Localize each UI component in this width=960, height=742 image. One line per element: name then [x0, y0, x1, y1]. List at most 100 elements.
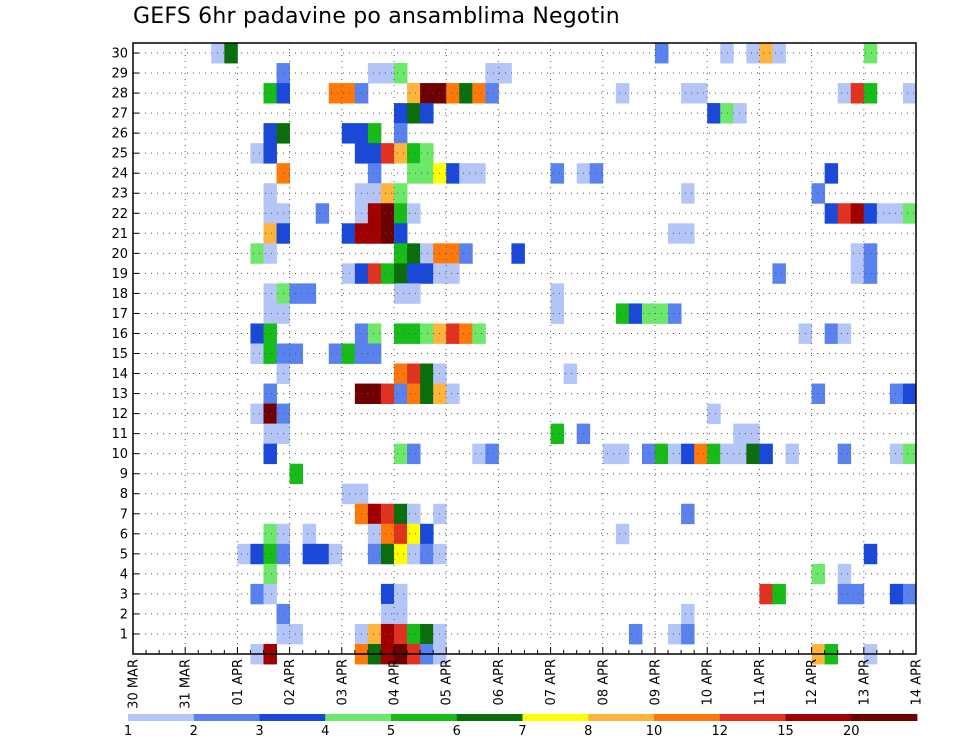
heatmap-cell: [668, 623, 682, 645]
heatmap-cell: [837, 203, 852, 224]
y-tick-label: 4: [120, 567, 128, 582]
heatmap-cell: [250, 583, 264, 605]
heatmap-cell: [824, 163, 839, 184]
y-tick-label: 27: [111, 107, 128, 122]
heatmap-cell: [681, 443, 695, 465]
heatmap-cell: [367, 63, 382, 84]
y-tick-label: 1: [120, 627, 128, 642]
colorbar-swatch: [193, 714, 260, 721]
y-tick-label: 7: [120, 507, 128, 522]
heatmap-cell: [367, 523, 382, 545]
heatmap-cell: [380, 603, 395, 625]
colorbar-swatch: [654, 714, 721, 721]
colorbar: 1 2 3 4 5 6 7 8 10 12 15 20: [124, 714, 918, 739]
heatmap-cell: [250, 243, 264, 264]
colorbar-label: 15: [777, 724, 794, 739]
heatmap-cell: [407, 143, 421, 164]
heatmap-cell: [394, 183, 408, 204]
heatmap-cell: [341, 263, 356, 284]
heatmap-cell: [394, 203, 408, 224]
heatmap-cell: [407, 243, 421, 264]
heatmap-cell: [367, 503, 382, 525]
heatmap-cell: [707, 103, 721, 124]
heatmap-cell: [315, 203, 330, 224]
heatmap-cell: [367, 623, 382, 645]
colorbar-label: 6: [453, 724, 461, 739]
y-tick-label: 11: [111, 427, 128, 442]
y-tick-label: 18: [111, 287, 128, 302]
heatmap-cell: [759, 583, 773, 605]
x-tick-label: 07 APR: [544, 659, 559, 705]
heatmap-cell: [407, 363, 421, 384]
heatmap-cell: [628, 303, 643, 324]
colorbar-label: 7: [518, 724, 526, 739]
heatmap-cell: [902, 383, 917, 404]
heatmap-cell: [707, 443, 721, 465]
heatmap-cell: [420, 103, 434, 124]
heatmap-cell: [380, 383, 395, 404]
y-tick-label: 21: [111, 227, 128, 242]
heatmap-cell: [341, 343, 356, 364]
heatmap-cell: [420, 83, 434, 104]
colorbar-label: 8: [584, 724, 592, 739]
heatmap-cell: [367, 343, 382, 364]
heatmap-cell: [263, 203, 277, 224]
x-tick-label: 10 APR: [701, 659, 716, 705]
heatmap-cell: [250, 403, 264, 425]
y-tick-label: 20: [111, 247, 128, 262]
heatmap-cell: [394, 363, 408, 384]
x-tick-label: 31 MAR: [179, 659, 194, 709]
heatmap-cell: [837, 583, 852, 605]
heatmap-cell: [341, 83, 356, 104]
heatmap-cell: [315, 543, 330, 565]
y-tick-label: 19: [111, 267, 128, 282]
heatmap-cell: [446, 243, 460, 264]
heatmap-cell: [837, 443, 852, 465]
heatmap-cell: [420, 143, 434, 164]
x-tick-label: 14 APR: [910, 659, 925, 705]
heatmap-cell: [641, 303, 656, 324]
heatmap-cell: [420, 163, 434, 184]
heatmap-cell: [889, 203, 904, 224]
x-tick-label: 01 APR: [231, 659, 246, 705]
heatmap-cell: [772, 43, 786, 64]
heatmap-cell: [811, 183, 826, 204]
heatmap-cell: [733, 423, 747, 445]
colorbar-label: 3: [255, 724, 263, 739]
x-axis: 30 MAR 31 MAR 01 APR 02 APR 03 APR 04 APR 05 A…: [127, 647, 925, 709]
heatmap-cell: [420, 383, 434, 404]
heatmap-cell: [289, 283, 304, 304]
heatmap-cell: [733, 103, 747, 124]
heatmap-cell: [407, 523, 421, 545]
heatmap-cell: [837, 323, 852, 344]
heatmap-cell: [759, 43, 773, 64]
heatmap-cell: [472, 443, 486, 465]
heatmap-cell: [367, 383, 382, 404]
heatmap-cell: [863, 43, 878, 64]
heatmap-cell: [824, 203, 839, 224]
heatmap-cell: [889, 443, 904, 465]
heatmap-cell: [720, 103, 734, 124]
heatmap-cell: [785, 443, 799, 465]
colorbar-label: 10: [646, 724, 663, 739]
y-tick-label: 14: [111, 367, 128, 382]
heatmap-cell: [263, 123, 277, 144]
heatmap-cell: [707, 403, 721, 425]
y-tick-label: 30: [111, 47, 128, 62]
heatmap-cell: [485, 63, 499, 84]
heatmap-cell: [446, 83, 460, 104]
heatmap-cell: [263, 403, 277, 425]
colorbar-swatch: [456, 714, 523, 721]
heatmap-cell: [459, 243, 473, 264]
heatmap-cell: [367, 123, 382, 144]
heatmap-cell: [302, 523, 317, 545]
heatmap-cell: [263, 223, 277, 244]
heatmap-cell: [511, 243, 525, 264]
heatmap-cell: [668, 443, 682, 465]
heatmap-cell: [250, 323, 264, 344]
heatmap-cell: [694, 83, 708, 104]
heatmap-cell: [759, 443, 773, 465]
y-tick-label: 12: [111, 407, 128, 422]
heatmap-cell: [615, 443, 630, 465]
heatmap-cell: [394, 523, 408, 545]
